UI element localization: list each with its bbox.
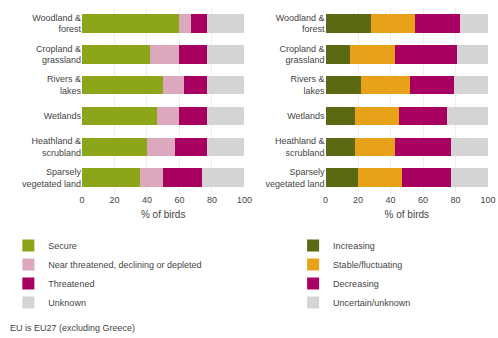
svg-text:Sparselyvegetated land: Sparselyvegetated land [22,167,82,189]
svg-text:Heathland &scrubland: Heathland &scrubland [275,136,325,158]
svg-text:40: 40 [386,195,396,205]
svg-text:0: 0 [79,195,84,205]
svg-text:Increasing: Increasing [333,241,375,251]
svg-text:60: 60 [174,195,184,205]
svg-text:Decreasing: Decreasing [333,279,379,289]
svg-text:100: 100 [237,195,252,205]
svg-text:0: 0 [323,195,328,205]
svg-text:60: 60 [418,195,428,205]
svg-text:Cropland &grassland: Cropland &grassland [36,44,81,66]
svg-text:Threatened: Threatened [48,279,94,289]
svg-text:20: 20 [109,195,119,205]
svg-text:Rivers &lakes: Rivers &lakes [291,74,326,96]
svg-text:Woodland &forest: Woodland &forest [276,13,325,35]
svg-text:Stable/fluctuating: Stable/fluctuating [333,260,402,270]
svg-text:Wetlands: Wetlands [44,111,82,121]
svg-text:Woodland &forest: Woodland &forest [32,13,81,35]
svg-text:Sparselyvegetated land: Sparselyvegetated land [266,167,326,189]
svg-text:Rivers &lakes: Rivers &lakes [47,74,82,96]
svg-text:Secure: Secure [48,241,77,251]
svg-text:80: 80 [207,195,217,205]
svg-text:100: 100 [480,195,495,205]
svg-text:20: 20 [353,195,363,205]
svg-text:Near threatened, declining or: Near threatened, declining or depleted [48,260,201,270]
svg-text:% of birds: % of birds [141,209,185,220]
svg-text:EU is EU27 (excluding Greece): EU is EU27 (excluding Greece) [10,323,135,333]
svg-text:40: 40 [142,195,152,205]
svg-text:80: 80 [451,195,461,205]
svg-text:Heathland &scrubland: Heathland &scrubland [31,136,81,158]
svg-text:Unknown: Unknown [48,298,86,308]
svg-text:% of birds: % of birds [385,209,429,220]
svg-text:Wetlands: Wetlands [287,111,325,121]
svg-text:Cropland &grassland: Cropland &grassland [280,44,325,66]
svg-text:Uncertain/unknown: Uncertain/unknown [333,298,410,308]
